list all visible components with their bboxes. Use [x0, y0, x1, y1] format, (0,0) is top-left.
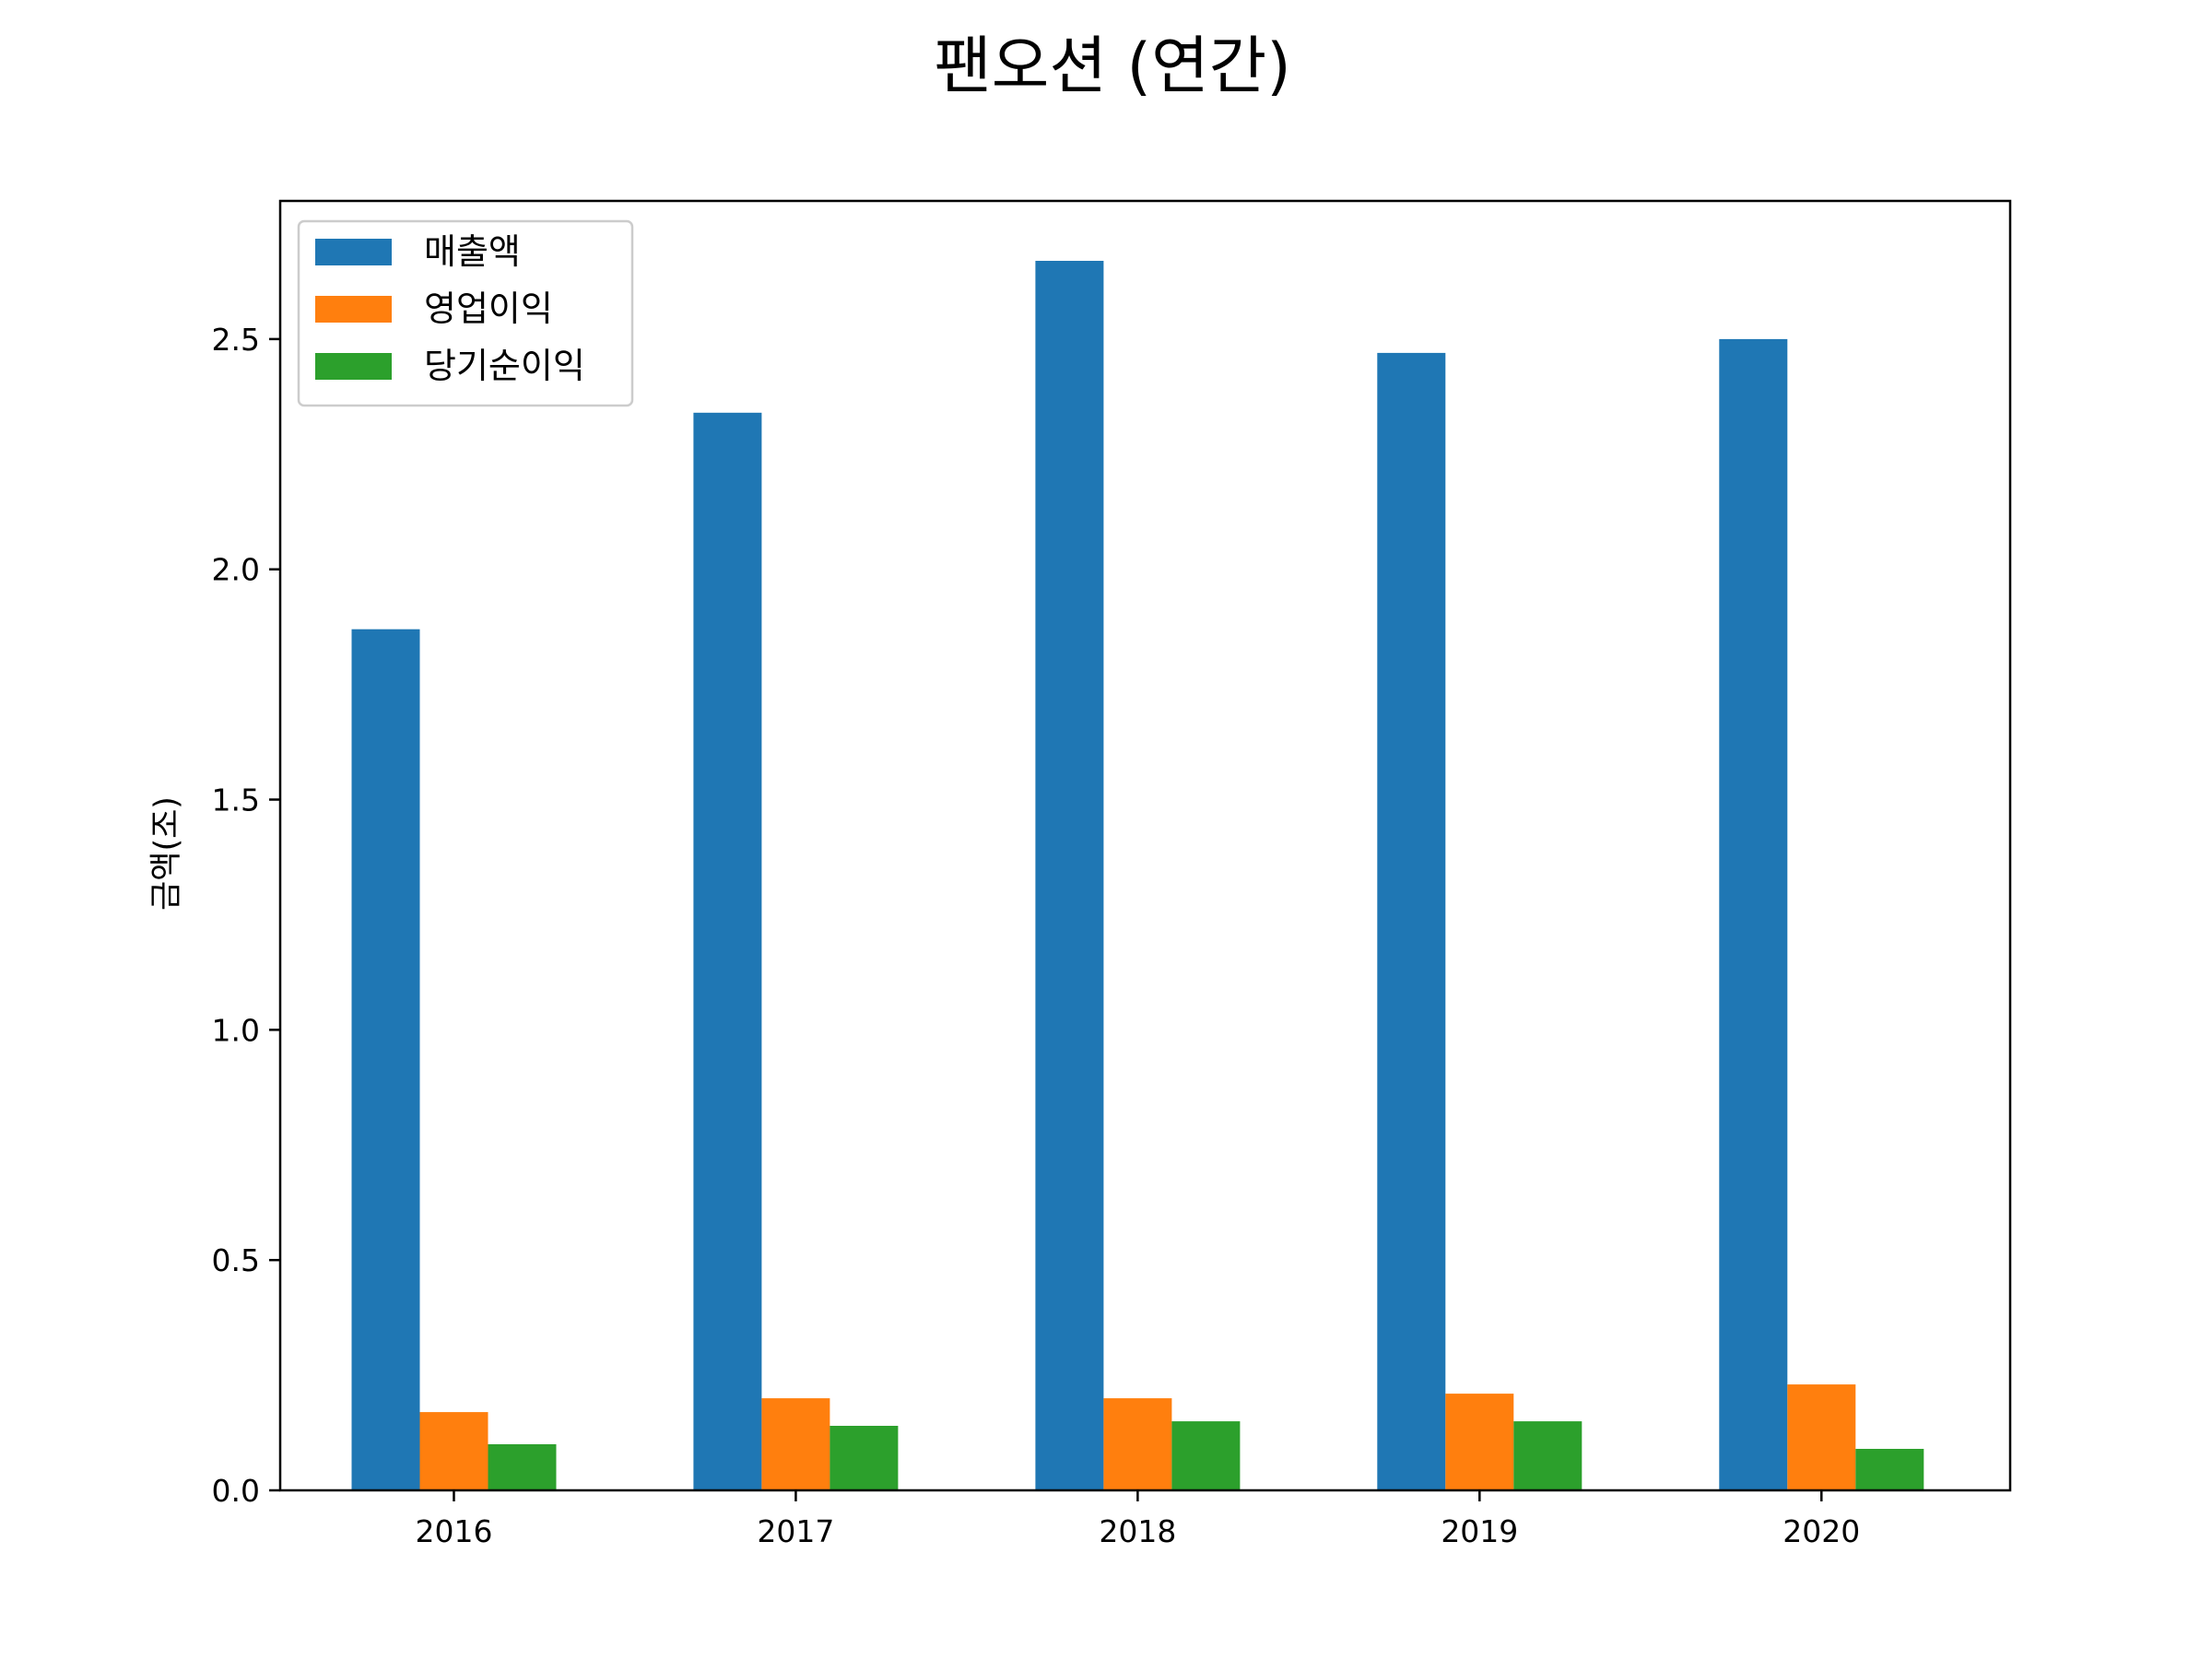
legend-label: 매출액 — [424, 231, 521, 272]
x-tick-label: 2018 — [1099, 1513, 1176, 1549]
y-tick-label: 1.5 — [212, 782, 260, 818]
bar-2018-s0 — [1035, 261, 1104, 1490]
bar-2019-s2 — [1513, 1421, 1583, 1490]
plot-area-frame — [278, 199, 2012, 1492]
bar-2019-s0 — [1377, 352, 1446, 1490]
bar-2017-s0 — [693, 412, 762, 1490]
legend-swatch — [315, 353, 392, 380]
x-tick-label: 2017 — [757, 1513, 834, 1549]
y-axis: 0.0 0.5 1.0 1.5 2.0 2.5 — [212, 322, 280, 1509]
bar-2020-s1 — [1787, 1384, 1856, 1490]
bar-2018-s1 — [1103, 1398, 1172, 1490]
y-tick-label: 0.0 — [212, 1473, 260, 1509]
x-tick-label: 2019 — [1441, 1513, 1518, 1549]
bar-2020-s2 — [1855, 1449, 1924, 1490]
legend-swatch — [315, 296, 392, 323]
bars-layer — [351, 261, 1924, 1490]
bar-2016-s1 — [419, 1412, 488, 1490]
legend-label: 영업이익 — [424, 288, 553, 329]
bar-2018-s2 — [1171, 1421, 1241, 1490]
bar-2020-s0 — [1719, 338, 1788, 1490]
x-tick-label: 2020 — [1783, 1513, 1860, 1549]
bar-2017-s1 — [761, 1398, 830, 1490]
y-axis-label: 금액(조) — [148, 796, 185, 911]
chart-title: 팬오션 (연간) — [934, 30, 1290, 103]
bar-2016-s0 — [351, 629, 420, 1490]
y-tick-label: 2.5 — [212, 322, 260, 358]
bar-2019-s1 — [1445, 1394, 1514, 1490]
y-tick-label: 1.0 — [212, 1012, 260, 1048]
legend-label: 당기순이익 — [424, 346, 585, 386]
y-tick-label: 0.5 — [212, 1242, 260, 1278]
x-axis: 2016 2017 2018 2019 2020 — [415, 1490, 1860, 1549]
legend-swatch — [315, 239, 392, 265]
bar-2016-s2 — [488, 1444, 557, 1490]
y-tick-label: 2.0 — [212, 552, 260, 588]
x-tick-label: 2016 — [415, 1513, 492, 1549]
bar-2017-s2 — [830, 1426, 899, 1490]
